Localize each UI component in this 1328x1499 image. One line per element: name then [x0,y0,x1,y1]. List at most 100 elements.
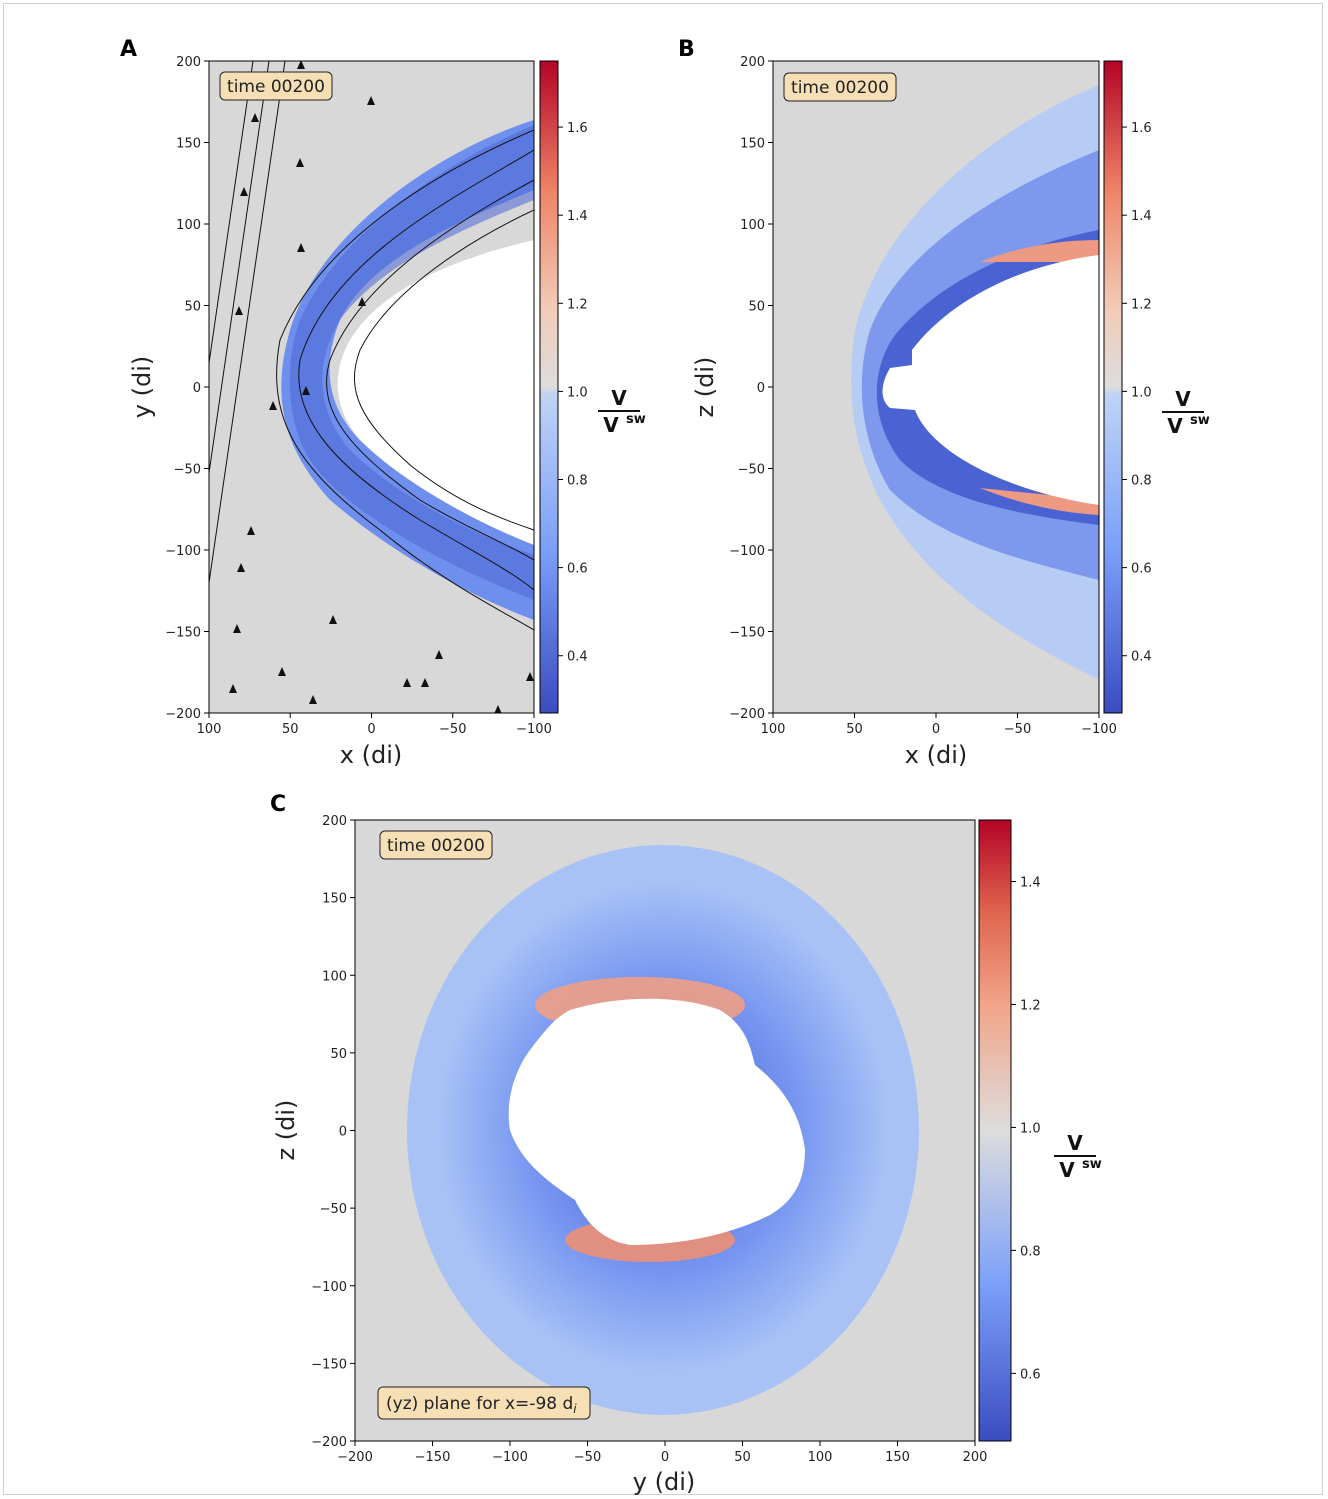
colorbar-tick-label: 1.4 [1020,875,1041,890]
y-tick-label: −150 [729,626,765,641]
y-tick-label: −100 [165,544,201,559]
svg-text:sw: sw [1190,413,1210,428]
x-tick-label: 100 [197,722,222,737]
field-arrow [229,684,237,693]
panel-letter-a: A [120,37,137,62]
field-arrow [269,401,277,410]
field-lines [209,61,534,713]
time-badge: time 00200 [783,72,897,102]
field-arrow [309,695,317,704]
colorbar-tick-label: 0.8 [567,474,588,489]
x-axis-label: x (di) [340,741,402,769]
badge-text: time 00200 [791,78,889,98]
svg-text:V: V [603,413,619,437]
x-tick-label: 150 [885,1450,910,1465]
colorbar-label: V V sw [1054,1131,1102,1182]
field-arrow [251,113,259,122]
y-tick-label: 150 [176,137,201,152]
x-axis-label: x (di) [905,741,967,769]
y-axis-label: y (di) [128,356,156,418]
colorbar-label: V V sw [598,386,646,437]
x-tick-label: 50 [282,722,299,737]
svg-text:V: V [1175,387,1191,411]
y-tick-label: 200 [176,55,201,70]
tick-labels-b: 100 50 0 −50 −100 200 150 100 50 0 −50 −100 −150 −200 [729,55,1117,737]
y-tick-label: −200 [311,1435,347,1450]
field-arrow [358,297,366,306]
colorbar-tick-label: 0.8 [1020,1244,1041,1259]
sheath-inner [289,125,534,600]
field-arrow [403,678,411,687]
colorbar-tick-label: 1.2 [1020,998,1041,1013]
field-arrow [233,624,241,633]
y-tick-label: −50 [320,1202,347,1217]
field-line [353,209,534,531]
y-tick-label: 100 [322,969,347,984]
svg-text:sw: sw [1082,1157,1102,1172]
y-tick-label: 50 [748,300,765,315]
svg-text:V: V [611,386,627,410]
colorbar-tick-label: 1.2 [1131,297,1152,312]
colorbar-tick-label: 1.2 [567,297,588,312]
y-tick-label: −200 [165,707,201,722]
colorbar-tick-label: 1.0 [1131,385,1152,400]
x-tick-label: −150 [415,1450,451,1465]
x-tick-label: −100 [516,722,552,737]
x-tick-label: 0 [367,722,375,737]
panel-letter-c: C [270,792,286,817]
colorbar-tick-label: 1.6 [567,121,588,136]
colorbar-tick-label: 0.6 [1020,1367,1041,1382]
colorbar-tick-label: 1.0 [1020,1121,1041,1136]
badge-text: time 00200 [227,77,325,97]
svg-text:sw: sw [626,412,646,427]
x-axis-label: y (di) [633,1468,695,1496]
colorbar-tick-label: 1.0 [567,385,588,400]
y-tick-label: 0 [757,381,765,396]
field-line [298,149,534,591]
badge-text: time 00200 [387,836,485,856]
x-tick-label: 100 [761,722,786,737]
high-speed-north [980,240,1099,262]
svg-text:V: V [1059,1158,1075,1182]
tick-labels-a: 100 50 0 −50 −100 200 150 100 50 0 −50 −100 −150 −200 [165,55,552,737]
y-tick-label: 50 [184,300,201,315]
field-line [209,61,254,367]
field-line [209,61,286,587]
field-line [209,61,270,477]
colorbar-tick-label: 0.6 [1131,562,1152,577]
x-tick-label: −200 [337,1450,373,1465]
tick-labels-c: −200 −150 −100 −50 0 50 100 150 200 200 150 100 50 0 −… [311,814,987,1465]
field-arrow [494,705,502,713]
field-arrow [296,158,304,167]
y-tick-label: −150 [311,1357,347,1372]
field-arrow [367,96,375,105]
y-tick-label: 50 [330,1047,347,1062]
x-tick-label: 100 [808,1450,833,1465]
colorbar-tick-label: 0.4 [567,650,588,665]
y-tick-label: −100 [729,544,765,559]
colorbar-ticks: 1.6 1.4 1.2 1.0 0.8 0.6 0.4 [1122,121,1152,665]
y-axis-label: z (di) [691,357,719,418]
field-arrow [237,563,245,572]
colorbar-ticks: 1.4 1.2 1.0 0.8 0.6 [1011,875,1041,1382]
high-speed-south [980,488,1099,515]
colorbar-tick-label: 0.6 [567,562,588,577]
field-line [326,179,534,561]
field-arrow [297,61,305,69]
panel-c: C −200 −150 −100 −50 0 50 100 150 200 200 150 100 50… [270,792,1102,1496]
field-arrow [278,667,286,676]
plane-badge-text: (yz) plane for x=-98 di [386,1394,577,1416]
y-axis-label: z (di) [272,1100,300,1161]
svg-text:V: V [1067,1131,1083,1155]
colorbar-tick-label: 0.4 [1131,650,1152,665]
field-arrow [302,386,310,395]
field-arrow [421,678,429,687]
cavity-region [882,255,1099,505]
cavity-region [337,240,534,545]
x-tick-label: 50 [846,722,863,737]
x-tick-label: 0 [932,722,940,737]
colorbar-label: V V sw [1162,387,1210,438]
y-tick-label: 200 [740,55,765,70]
y-tick-label: 200 [322,814,347,829]
